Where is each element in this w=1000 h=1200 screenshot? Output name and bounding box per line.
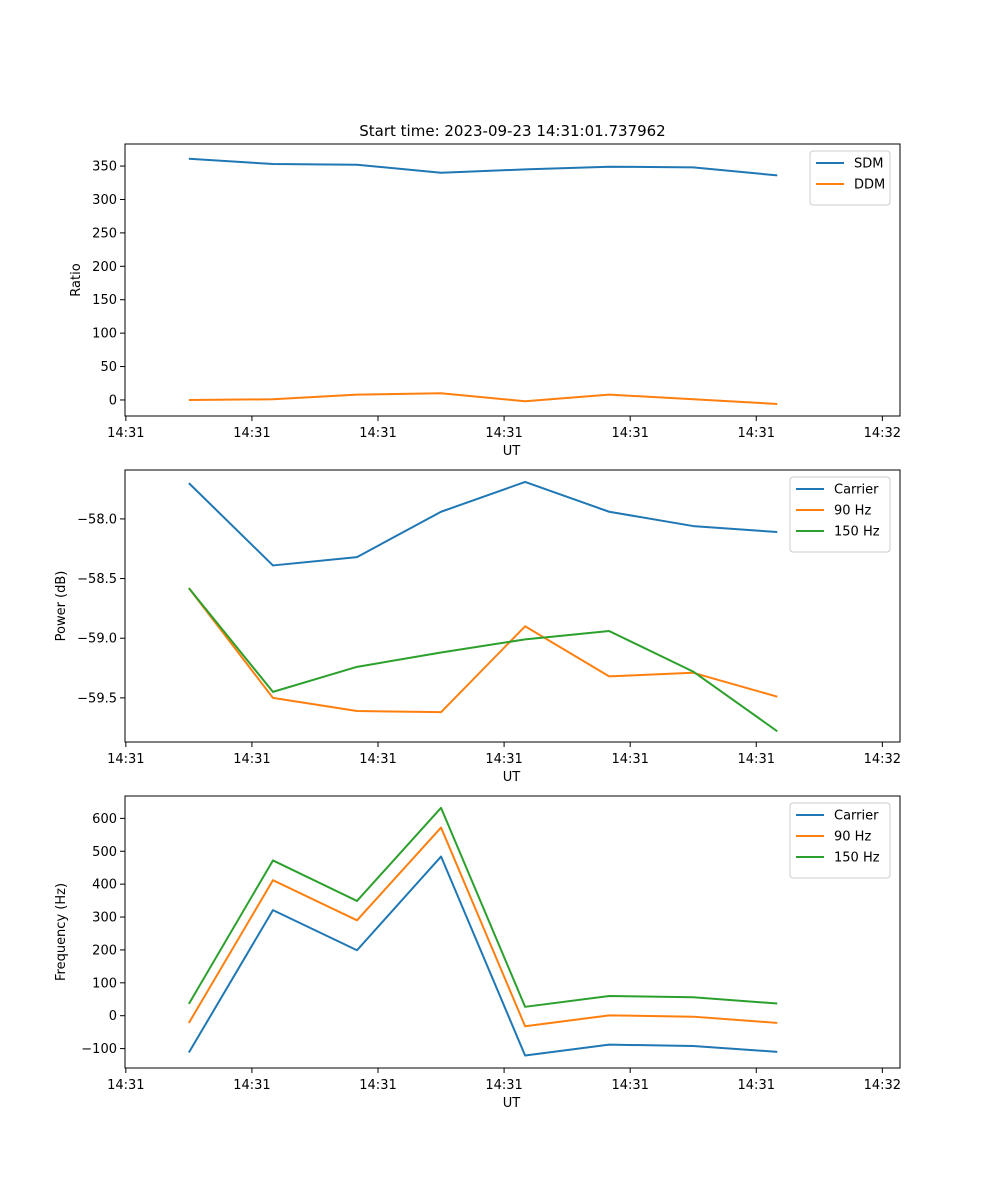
power-x-tick-label: 14:31 xyxy=(107,752,144,767)
power-legend: Carrier 90 Hz 150 Hz xyxy=(789,476,891,553)
ratio-y-tick-label: 100 xyxy=(92,327,117,342)
power-x-tick-label: 14:31 xyxy=(738,752,775,767)
power-x-tick-label: 14:31 xyxy=(611,752,648,767)
frequency-y-tick-label: 100 xyxy=(92,976,117,991)
ratio-y-tick-label: 50 xyxy=(100,360,117,375)
frequency-x-tick-label: 14:31 xyxy=(233,1078,270,1093)
frequency-panel: 14:31 14:31 14:31 14:31 14:31 14:31 14:32 −100 0… xyxy=(54,795,901,1111)
power-x-axis-label: UT xyxy=(503,770,521,785)
ratio-x-axis-label: UT xyxy=(503,444,521,459)
ratio-y-tick-label: 200 xyxy=(92,260,117,275)
power-y-axis-label: Power (dB) xyxy=(54,571,69,642)
frequency-x-tick-label: 14:31 xyxy=(611,1078,648,1093)
power-x-tick-label: 14:31 xyxy=(485,752,522,767)
frequency-axes-frame xyxy=(124,795,901,1069)
ratio-legend-label-ddm: DDM xyxy=(854,178,885,193)
frequency-y-tick-label: 600 xyxy=(92,812,117,827)
ratio-x-tick-label: 14:31 xyxy=(233,426,270,441)
power-legend-label-carrier: Carrier xyxy=(834,483,879,498)
power-series-carrier-line xyxy=(188,480,778,567)
ratio-legend-box xyxy=(809,150,891,206)
frequency-x-tick-label: 14:31 xyxy=(359,1078,396,1093)
ratio-y-tick-label: 150 xyxy=(92,293,117,308)
frequency-y-tick-label: 300 xyxy=(92,911,117,926)
frequency-series-90-hz-line xyxy=(188,826,778,1028)
ratio-series-sdm-line xyxy=(188,157,778,177)
chart-title: Start time: 2023-09-23 14:31:01.737962 xyxy=(359,122,665,140)
ratio-y-axis-label: Ratio xyxy=(69,263,84,296)
frequency-y-tick-label: −100 xyxy=(81,1042,117,1057)
power-x-tick-label: 14:31 xyxy=(359,752,396,767)
ratio-x-tick-label: 14:31 xyxy=(485,426,522,441)
frequency-legend: Carrier 90 Hz 150 Hz xyxy=(789,802,891,879)
frequency-legend-box xyxy=(789,802,891,879)
frequency-legend-label-90-hz: 90 Hz xyxy=(834,830,871,845)
frequency-x-axis-label: UT xyxy=(503,1096,521,1111)
ratio-legend: SDM DDM xyxy=(809,150,891,206)
power-series-90-hz-line xyxy=(188,587,778,714)
power-y-tick-label: −59.0 xyxy=(77,632,117,647)
frequency-series-150-hz-line xyxy=(188,806,778,1008)
ratio-x-tick-label: 14:31 xyxy=(359,426,396,441)
frequency-x-tick-label: 14:31 xyxy=(485,1078,522,1093)
frequency-x-tick-label: 14:31 xyxy=(107,1078,144,1093)
power-y-tick-label: −58.0 xyxy=(77,512,117,527)
ratio-x-tick-label: 14:31 xyxy=(611,426,648,441)
ratio-y-tick-label: 300 xyxy=(92,193,117,208)
power-panel: 14:31 14:31 14:31 14:31 14:31 14:31 14:32 −59.5… xyxy=(54,469,901,785)
power-x-tick-label: 14:31 xyxy=(233,752,270,767)
power-y-tick-label: −58.5 xyxy=(77,572,117,587)
power-series-150-hz-line xyxy=(188,587,778,733)
ratio-y-tick-label: 350 xyxy=(92,160,117,175)
frequency-y-axis-label: Frequency (Hz) xyxy=(54,883,69,981)
power-axes-frame xyxy=(124,469,901,743)
frequency-y-tick-label: 400 xyxy=(92,878,117,893)
power-legend-label-150-hz: 150 Hz xyxy=(834,525,880,540)
power-legend-box xyxy=(789,476,891,553)
ratio-y-tick-label: 250 xyxy=(92,226,117,241)
ratio-x-tick-label: 14:31 xyxy=(107,426,144,441)
frequency-legend-label-carrier: Carrier xyxy=(834,809,879,824)
ratio-legend-label-sdm: SDM xyxy=(854,157,883,172)
frequency-x-tick-label: 14:32 xyxy=(864,1078,901,1093)
power-legend-label-90-hz: 90 Hz xyxy=(834,504,871,519)
ratio-axes-frame xyxy=(124,143,901,417)
frequency-y-tick-label: 200 xyxy=(92,943,117,958)
frequency-series-carrier-line xyxy=(188,855,778,1057)
ratio-x-tick-label: 14:32 xyxy=(864,426,901,441)
frequency-x-tick-label: 14:31 xyxy=(738,1078,775,1093)
ratio-panel: 14:31 14:31 14:31 14:31 14:31 14:31 14:32 0 50 10… xyxy=(69,143,901,459)
ratio-y-tick-label: 0 xyxy=(109,393,117,408)
power-y-tick-label: −59.5 xyxy=(77,691,117,706)
frequency-y-tick-label: 0 xyxy=(109,1009,117,1024)
frequency-y-tick-label: 500 xyxy=(92,845,117,860)
power-x-tick-label: 14:32 xyxy=(864,752,901,767)
ratio-x-tick-label: 14:31 xyxy=(738,426,775,441)
ratio-series-ddm-line xyxy=(188,392,778,405)
frequency-legend-label-150-hz: 150 Hz xyxy=(834,851,880,866)
